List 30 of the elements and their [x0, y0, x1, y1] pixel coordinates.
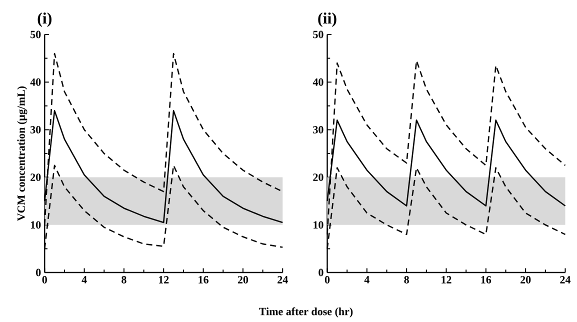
y-tick-label: 20	[30, 174, 41, 182]
y-tick-label: 0	[36, 268, 41, 276]
x-tick-label: 16	[481, 276, 492, 284]
y-tick-label: 10	[314, 221, 324, 229]
x-tick-label: 24	[278, 276, 288, 284]
chart-title: (i)	[38, 12, 52, 27]
x-tick-label: 8	[404, 276, 409, 284]
x-tick-label: 20	[238, 276, 248, 284]
x-tick-label: 20	[520, 276, 531, 284]
x-tick-label: 16	[198, 276, 208, 284]
x-tick-label: 4	[364, 276, 370, 284]
x-tick-label: 4	[82, 276, 87, 284]
x-tick-label: 0	[324, 276, 330, 284]
y-tick-label: 40	[30, 78, 41, 86]
y-axis-title: VCM concentration (μg/mL)	[17, 86, 28, 221]
y-tick-label: 30	[30, 126, 41, 134]
x-tick-label: 12	[442, 276, 452, 284]
y-tick-label: 40	[312, 78, 324, 86]
x-tick-label: 8	[122, 276, 126, 284]
y-tick-label: 50	[30, 30, 41, 38]
x-tick-label: 12	[159, 276, 169, 284]
y-tick-label: 20	[313, 174, 324, 182]
y-tick-label: 10	[30, 221, 41, 229]
x-axis-title: Time after dose (hr)	[259, 307, 353, 318]
x-tick-label: 24	[560, 276, 571, 284]
chart-title: (ii)	[318, 12, 336, 27]
y-tick-label: 0	[318, 268, 324, 276]
y-tick-label: 50	[313, 30, 324, 38]
x-tick-label: 0	[42, 276, 47, 284]
y-tick-label: 30	[313, 126, 324, 134]
